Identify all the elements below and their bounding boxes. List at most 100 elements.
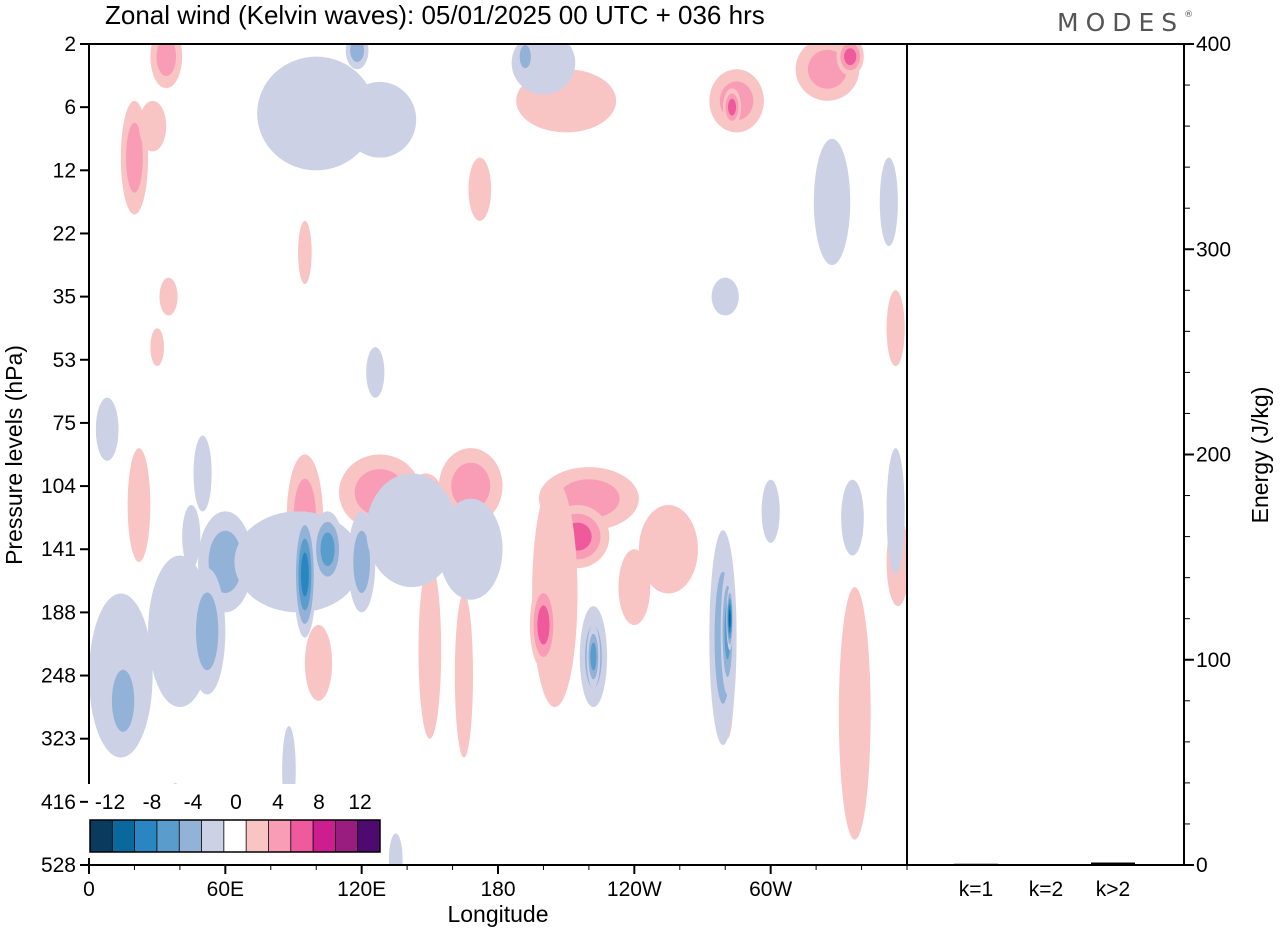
contour-blob (529, 580, 558, 670)
x-tick-label: 60W (749, 878, 792, 901)
x-tick-label: 120W (607, 878, 662, 901)
colorbar-swatch (156, 820, 180, 852)
contour-blob (722, 88, 742, 127)
y-tick-label: 528 (41, 854, 76, 877)
colorbar-label: 8 (313, 791, 325, 814)
contour-level (127, 448, 151, 562)
contour-level (150, 328, 164, 367)
contour-level (418, 561, 442, 739)
contour-blob (159, 277, 178, 316)
contour-level (728, 609, 731, 628)
contour-blob (150, 328, 164, 367)
colorbar-label: -4 (184, 791, 203, 814)
contour-blob (454, 593, 474, 758)
pressure-axis-ticks: 2 6 12 22 35 53 75 104 141 188 248 323 416 528 (41, 33, 89, 877)
energy-tick-label: 200 (1196, 444, 1231, 467)
y-tick-label: 141 (41, 538, 76, 561)
contour-blob (345, 44, 369, 70)
contour-blob (304, 625, 333, 701)
contour-level (838, 587, 871, 840)
energy-bar (954, 863, 998, 865)
contour-blob (193, 435, 212, 512)
contour-blob (311, 511, 344, 588)
contour-blob (438, 498, 503, 600)
contour-level (159, 277, 178, 316)
contour-level (886, 448, 905, 575)
y-tick-label: 53 (53, 349, 76, 372)
colorbar-frame (89, 819, 381, 853)
contour-level (886, 290, 905, 367)
contour-level (138, 100, 167, 152)
colorbar-label: 4 (272, 791, 284, 814)
contour-blob (104, 650, 142, 752)
contour-blob (366, 473, 458, 588)
contour-level (195, 592, 219, 671)
y-tick-label: 22 (53, 222, 76, 245)
contour-blob (418, 561, 442, 739)
contour-blob (366, 347, 385, 398)
energy-category-label: k=2 (1029, 878, 1063, 901)
energy-tick-label: 400 (1196, 33, 1231, 56)
contour-level (454, 593, 474, 758)
contour-level (618, 549, 651, 626)
registered-mark: ® (1184, 10, 1194, 20)
y-tick-label: 323 (41, 728, 76, 751)
energy-axis-title: Energy (J/kg) (1247, 387, 1273, 524)
y-tick-label: 248 (41, 665, 76, 688)
energy-tick-label: 0 (1196, 854, 1208, 877)
colorbar: -12 -8 -4 0 4 8 12 (88, 784, 382, 858)
contour-level (366, 473, 458, 588)
chart-title: Zonal wind (Kelvin waves): 05/01/2025 00… (105, 0, 765, 30)
contour-blob (150, 44, 183, 89)
contour-level (208, 530, 243, 593)
longitude-axis-ticks: 0 60E 120E 180 120W 60W (83, 865, 908, 901)
contour-level (257, 56, 376, 171)
y-tick-label: 6 (64, 96, 76, 119)
y-tick-label: 35 (53, 286, 76, 309)
colorbar-label: -12 (95, 791, 125, 814)
contour-blob (468, 157, 492, 221)
contour-blob (879, 157, 898, 247)
contour-blob (138, 100, 167, 152)
colorbar-swatch (357, 820, 381, 852)
contour-level (304, 625, 333, 701)
x-tick-label: 120E (337, 878, 386, 901)
contour-level (366, 347, 385, 398)
energy-panel-frame (906, 43, 1185, 866)
contour-blob (182, 505, 201, 569)
contour-blob (761, 479, 780, 543)
contour-blob (127, 448, 151, 562)
contour-level (638, 505, 698, 594)
contour-level (451, 462, 491, 510)
energy-bars: k=1 k=2 k>2 (954, 862, 1135, 901)
contour-blob (813, 138, 851, 266)
contour-level (156, 44, 177, 77)
y-tick-label: 188 (41, 601, 76, 624)
contour-blob (841, 479, 864, 556)
contour-blob (726, 587, 734, 651)
y-tick-label: 12 (53, 159, 76, 182)
y-tick-label: 75 (53, 412, 76, 435)
y-axis-title: Pressure levels (hPa) (1, 345, 27, 565)
contour-level (711, 277, 739, 316)
contour-blob (388, 833, 403, 865)
colorbar-swatch (112, 820, 136, 852)
contour-level (813, 138, 851, 266)
energy-tick-label: 100 (1196, 649, 1231, 672)
colorbar-label: 12 (348, 791, 371, 814)
contour-level (193, 435, 212, 512)
y-tick-label: 104 (41, 475, 76, 498)
brand-text: MODES (1057, 8, 1185, 37)
contour-blob (293, 511, 317, 638)
contour-level (126, 122, 143, 193)
x-tick-label: 60E (207, 878, 244, 901)
contour-blob (838, 587, 871, 840)
contour-level (590, 642, 597, 671)
energy-category-label: k=1 (959, 878, 993, 901)
contour-level (841, 479, 864, 556)
contour-blob (618, 549, 651, 626)
x-axis-title: Longitude (447, 901, 548, 927)
contour-blob (298, 220, 312, 284)
y-tick-label: 2 (64, 33, 76, 56)
y-tick-label: 416 (41, 791, 76, 814)
